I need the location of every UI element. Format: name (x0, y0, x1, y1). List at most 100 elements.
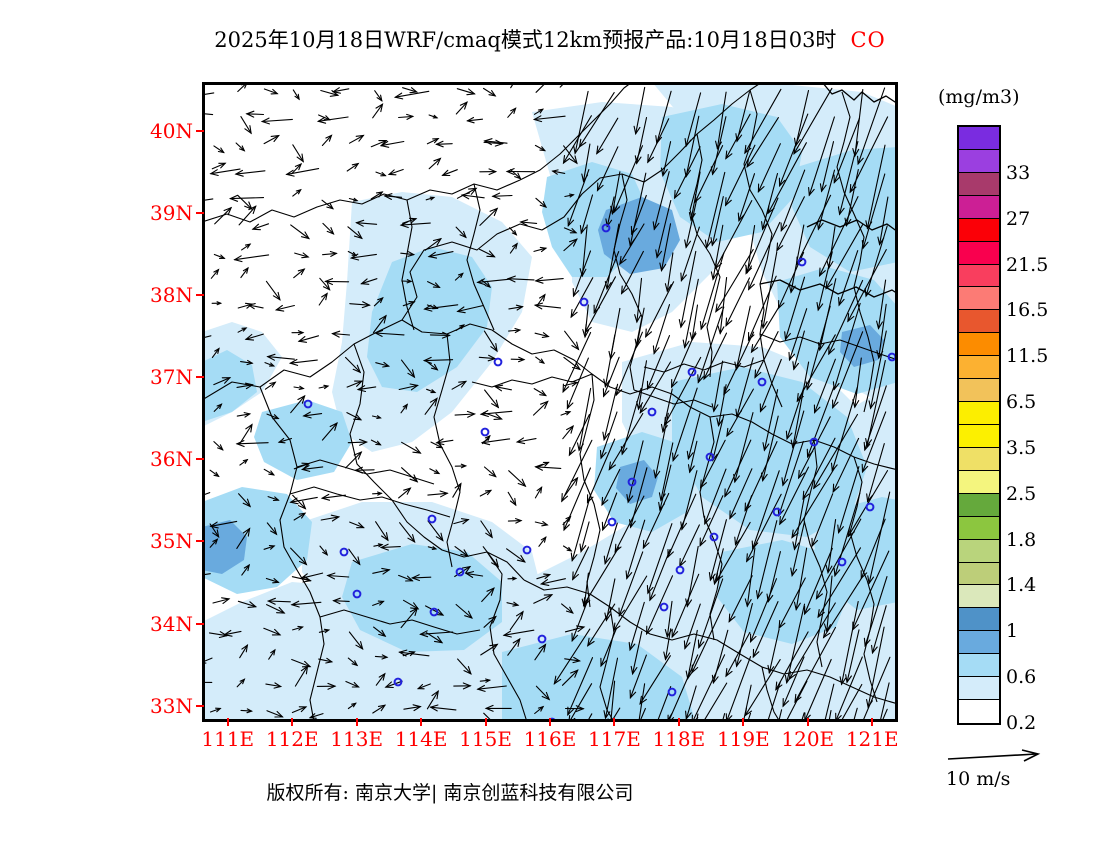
city-marker (837, 557, 847, 567)
colorbar-band (959, 333, 999, 357)
colorbar-band (959, 562, 999, 586)
wind-vectors (202, 82, 891, 722)
city-marker (809, 437, 819, 447)
y-axis-tick (196, 458, 204, 461)
x-axis-tick (806, 718, 809, 726)
x-axis-label: 118E (652, 727, 706, 751)
city-marker (393, 677, 403, 687)
colorbar-band (959, 516, 999, 540)
colorbar-band (959, 310, 999, 334)
y-axis-label: 38N (150, 283, 193, 308)
y-axis-label: 34N (150, 611, 193, 636)
city-markers (303, 223, 897, 722)
city-marker (675, 565, 685, 575)
map-canvas (202, 82, 898, 722)
colorbar-tick-label: 1.8 (1006, 528, 1037, 551)
colorbar-band (959, 654, 999, 678)
colorbar-band (959, 172, 999, 196)
city-marker (705, 452, 715, 462)
city-marker (579, 297, 589, 307)
colorbar-band (959, 631, 999, 655)
colorbar-band (959, 677, 999, 701)
colorbar-tick-label: 0.2 (1006, 712, 1037, 734)
y-axis-label: 36N (150, 447, 193, 472)
x-axis-tick (613, 718, 616, 726)
colorbar-tick-label: 1.4 (1006, 574, 1037, 597)
colorbar-band (959, 402, 999, 425)
y-axis-tick (196, 376, 204, 379)
city-marker (709, 532, 719, 542)
copyright-footer: 版权所有: 南京大学| 南京创蓝科技有限公司 (266, 782, 634, 804)
title-species-label: CO (850, 28, 886, 52)
wind-arrow-icon (947, 749, 1041, 762)
x-axis-label: 116E (523, 727, 577, 751)
y-axis-label: 37N (150, 365, 193, 390)
colorbar-band (959, 241, 999, 265)
city-marker (865, 502, 875, 512)
x-axis-label: 119E (716, 727, 770, 751)
city-marker (659, 602, 669, 612)
coastline (759, 82, 898, 298)
city-marker (537, 634, 547, 644)
x-axis-label: 115E (459, 727, 512, 751)
wind-scale-label: 10 m/s (946, 768, 1011, 790)
colorbar-band (959, 700, 999, 723)
x-axis-label: 117E (588, 727, 641, 751)
colorbar-band (959, 608, 999, 632)
x-axis-tick (742, 718, 745, 726)
colorbar-band (959, 149, 999, 173)
colorbar-tick-label: 27 (1006, 207, 1031, 230)
y-axis-label: 39N (150, 201, 193, 226)
colorbar-band (959, 127, 999, 150)
colorbar-band (959, 356, 999, 380)
colorbar-tick-label: 11.5 (1006, 345, 1049, 368)
city-marker (687, 367, 697, 377)
title-text: 2025年10月18日WRF/cmaq模式12km预报产品:10月18日03时 (214, 28, 837, 52)
x-axis-label: 113E (330, 727, 384, 751)
x-axis-label: 111E (201, 727, 255, 751)
page-title: 2025年10月18日WRF/cmaq模式12km预报产品:10月18日03时 C… (0, 24, 1100, 54)
x-axis-tick (677, 718, 680, 726)
colorbar-band (959, 264, 999, 288)
x-axis-tick (420, 718, 423, 726)
colorbar-tick-label: 33 (1006, 161, 1031, 184)
colorbar-band (959, 585, 999, 609)
x-axis-label: 112E (265, 727, 319, 751)
y-axis-tick (196, 704, 204, 707)
x-axis-tick (549, 718, 551, 726)
city-marker (480, 427, 490, 437)
wind-scale-key: 10 m/s (944, 748, 1094, 790)
y-axis-tick (196, 212, 204, 215)
colorbar-band (959, 539, 999, 563)
city-marker (427, 514, 437, 524)
y-axis-label: 35N (150, 529, 193, 554)
x-axis-label: 121E (845, 727, 899, 751)
city-marker (493, 357, 503, 367)
x-axis-tick (226, 718, 229, 726)
x-axis-label: 120E (781, 727, 835, 751)
colorbar-band (959, 493, 999, 517)
colorbar-band (959, 470, 999, 494)
y-axis-label: 40N (150, 119, 193, 144)
y-axis-tick (196, 130, 204, 133)
colorbar-tick-label: 3.5 (1006, 436, 1037, 459)
x-axis-tick (484, 718, 487, 726)
colorbar-tick-label: 1 (1006, 620, 1019, 643)
colorbar-band (959, 424, 999, 448)
city-marker (757, 377, 767, 387)
city-marker (772, 507, 782, 517)
colorbar-tick-label: 16.5 (1006, 299, 1049, 322)
colorbar[interactable] (957, 125, 1001, 725)
city-marker (352, 589, 362, 599)
colorbar-band (959, 195, 999, 219)
colorbar-tick-label: 0.6 (1006, 666, 1037, 689)
city-marker (339, 547, 349, 557)
colorbar-band (959, 447, 999, 471)
map-plot-area[interactable] (202, 82, 898, 722)
city-marker (647, 407, 657, 417)
city-marker (303, 399, 313, 409)
y-axis-tick (196, 540, 204, 543)
city-marker (601, 223, 611, 233)
x-axis-tick (355, 718, 358, 726)
